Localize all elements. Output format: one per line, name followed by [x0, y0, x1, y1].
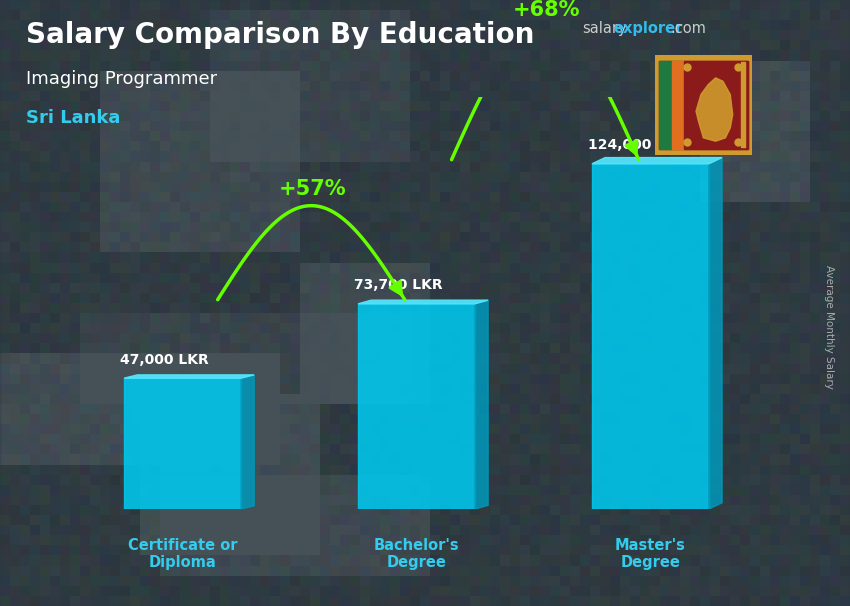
Text: Imaging Programmer: Imaging Programmer — [26, 70, 217, 88]
Polygon shape — [358, 300, 488, 304]
Text: 124,000 LKR: 124,000 LKR — [588, 138, 687, 152]
Polygon shape — [696, 78, 733, 141]
Text: Master's
Degree: Master's Degree — [615, 538, 686, 570]
Text: Salary Comparison By Education: Salary Comparison By Education — [26, 21, 534, 49]
Text: Sri Lanka: Sri Lanka — [26, 109, 120, 127]
Text: .com: .com — [671, 21, 706, 36]
Bar — [672, 61, 684, 148]
Polygon shape — [241, 375, 254, 509]
Text: Average Monthly Salary: Average Monthly Salary — [824, 265, 834, 389]
Text: +57%: +57% — [278, 179, 346, 199]
Text: Certificate or
Diploma: Certificate or Diploma — [128, 538, 237, 570]
Bar — [659, 61, 748, 148]
Bar — [741, 62, 745, 147]
Text: Bachelor's
Degree: Bachelor's Degree — [374, 538, 459, 570]
Bar — [659, 61, 672, 148]
Polygon shape — [124, 375, 254, 378]
Text: 73,700 LKR: 73,700 LKR — [354, 278, 443, 292]
Bar — [684, 61, 748, 148]
Bar — [124, 378, 241, 509]
Polygon shape — [709, 158, 722, 509]
Text: +68%: +68% — [513, 0, 580, 20]
Polygon shape — [475, 300, 488, 509]
Text: salary: salary — [582, 21, 626, 36]
Bar — [592, 164, 709, 509]
Text: explorer: explorer — [614, 21, 683, 36]
Polygon shape — [592, 158, 722, 164]
Bar — [358, 304, 475, 509]
Text: 47,000 LKR: 47,000 LKR — [121, 353, 209, 367]
